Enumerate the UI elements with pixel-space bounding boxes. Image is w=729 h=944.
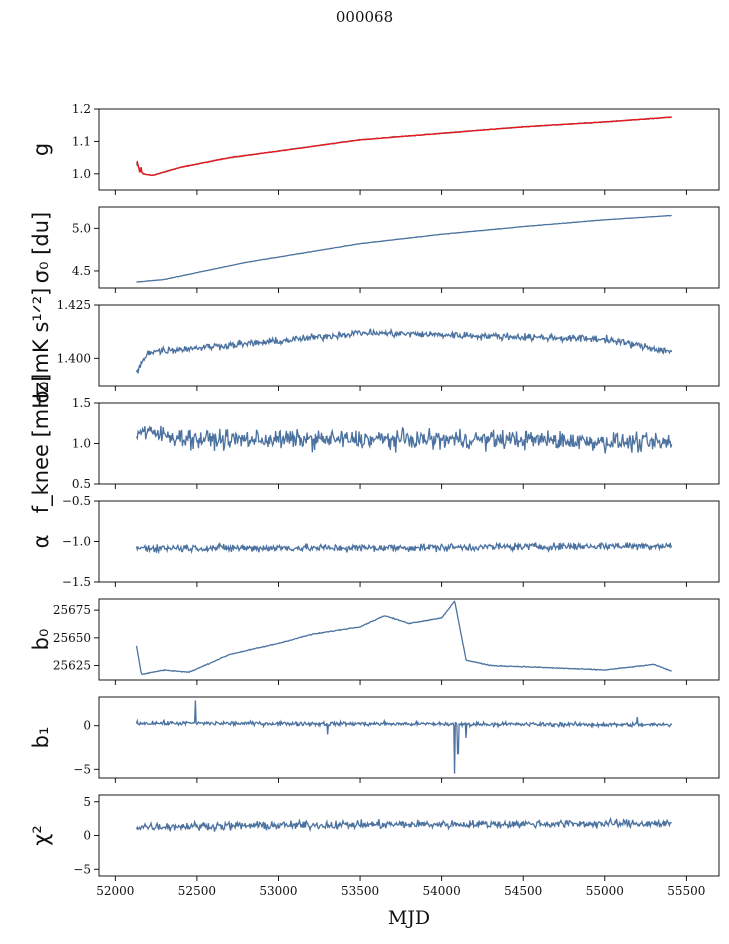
y-tick-label-sigma0_du-1: 5.0 [72, 221, 91, 235]
y-tick-label-f_knee-1: 1.0 [72, 437, 91, 451]
y-tick-label-b0-1: 25650 [53, 631, 91, 645]
y-tick-label-alpha-0: −1.5 [62, 575, 91, 589]
x-axis-label: MJD [388, 907, 430, 929]
panel-chi2: −5 0 5 52000 52500 53000 53500 54000 54500 55000 5… [29, 794, 720, 898]
series-line-chi2 [135, 816, 672, 833]
y-tick-label-f_knee-2: 1.5 [72, 396, 91, 410]
panel-b0-frame [98, 598, 720, 681]
y-axis-label-sigma0_mK: σ₀[mK s¹ᐟ²] [29, 288, 53, 404]
y-axis-label-b0: b₀ [29, 629, 53, 651]
panel-sigma0_du: 4.5 5.0 σ₀ [du] [29, 206, 720, 293]
x-tick-label-2: 53000 [259, 884, 297, 898]
y-axis-label-chi2: χ² [29, 825, 53, 846]
series-line-alpha [135, 541, 673, 555]
series-line-b0 [135, 600, 672, 676]
y-tick-label-b1-1: 0 [83, 719, 91, 733]
y-tick-label-sigma0_mK-0: 1.400 [57, 351, 91, 365]
panel-b1-frame [98, 696, 720, 779]
panel-g-frame [98, 108, 720, 191]
y-axis-label-b1: b₁ [29, 727, 53, 749]
y-tick-label-b0-0: 25625 [53, 659, 91, 673]
panel-alpha: −1.5 −1.0 −0.5 α [29, 494, 720, 589]
y-tick-label-g-1: 1.1 [72, 134, 91, 148]
figure-title: 000068 [335, 8, 394, 26]
series-line-f_knee [135, 425, 673, 454]
y-tick-label-g-2: 1.2 [72, 102, 91, 116]
panel-sigma0_du-frame [98, 206, 720, 289]
panel-b1: −5 0 b₁ [29, 696, 720, 783]
panel-g: 1.0 1.1 1.2 g [29, 102, 720, 195]
series-line-g-red [135, 116, 672, 177]
series-line-sigma0_du [136, 214, 672, 283]
y-axis-label-g: g [29, 143, 53, 156]
series-line-g [135, 116, 672, 177]
y-tick-label-g-0: 1.0 [72, 167, 91, 181]
panel-alpha-frame [98, 500, 720, 583]
x-tick-label-0: 52000 [96, 884, 134, 898]
panel-sigma0_mK: 1.400 1.425 σ₀[mK s¹ᐟ²] [29, 288, 720, 404]
x-tick-label-5: 54500 [504, 884, 542, 898]
y-tick-label-b1-0: −5 [73, 762, 91, 776]
panel-sigma0_mK-frame [98, 304, 720, 387]
y-tick-label-sigma0_mK-1: 1.425 [57, 298, 91, 312]
y-tick-label-alpha-1: −1.0 [62, 535, 91, 549]
y-tick-label-chi2-1: 0 [83, 829, 91, 843]
series-line-b1 [135, 700, 673, 774]
x-tick-label-7: 55500 [667, 884, 705, 898]
y-tick-label-alpha-2: −0.5 [62, 494, 91, 508]
y-axis-label-alpha: α [29, 535, 53, 549]
y-axis-label-sigma0_du: σ₀ [du] [29, 212, 53, 283]
y-tick-label-chi2-2: 5 [83, 795, 91, 809]
x-tick-label-6: 55000 [586, 884, 624, 898]
panel-chi2-frame [98, 794, 720, 877]
y-tick-label-b0-2: 25675 [53, 603, 91, 617]
x-tick-label-1: 52500 [178, 884, 216, 898]
panel-f_knee: 0.5 1.0 1.5 f_knee [mHz] [29, 374, 720, 514]
y-axis-label-f_knee: f_knee [mHz] [29, 374, 54, 514]
y-tick-label-chi2-0: −5 [73, 862, 91, 876]
y-tick-label-f_knee-0: 0.5 [72, 477, 91, 491]
series-line-sigma0_mK [135, 327, 673, 374]
x-tick-label-3: 53500 [341, 884, 379, 898]
x-tick-label-4: 54000 [423, 884, 461, 898]
y-tick-label-sigma0_du-0: 4.5 [72, 264, 91, 278]
